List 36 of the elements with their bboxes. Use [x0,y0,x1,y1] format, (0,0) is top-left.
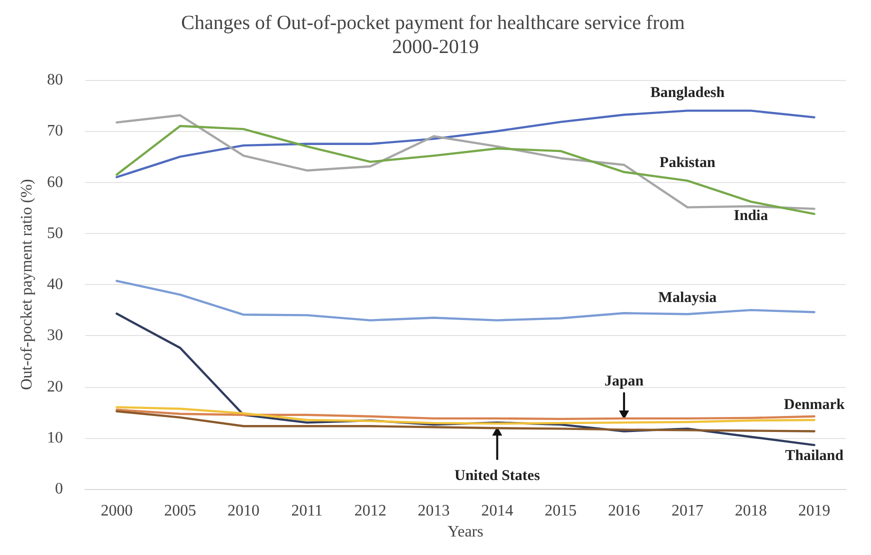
x-tick-label: 2018 [734,502,767,520]
y-tick-label: 0 [55,480,63,498]
x-tick-label: 2000 [100,502,133,520]
text: United States [454,468,540,484]
line-series [116,280,816,322]
x-tick-label: 2017 [671,502,704,520]
y-tick-label: 10 [47,429,63,446]
x-tick-label: 2012 [354,502,386,520]
x-tick-label: 2015 [544,502,577,520]
x-tick-label: 2013 [418,502,450,520]
y-tick-label: 50 [47,224,63,242]
y-tick-label: 40 [47,276,63,293]
series-label: Malaysia [658,290,718,306]
x-tick-label: 2011 [291,502,323,520]
x-tick-label: 2014 [481,502,514,520]
line-series [116,110,816,178]
y-tick-label: 30 [47,327,63,344]
y-tick-label: 70 [47,122,63,140]
x-tick-label: 2016 [608,502,640,520]
line-series [116,408,816,420]
y-axis-title: Out-of-pocket payment ratio (%) [18,178,36,390]
chart-title: Changes of Out-of-pocket payment for healthcare service from 2000-2019 [181,12,690,58]
y-tick-label: 60 [47,174,63,191]
x-axis-title: Years [448,523,484,540]
y-tick-label: 20 [47,378,63,396]
x-tick-label: 2019 [798,502,830,520]
series-label: Denmark [784,397,846,414]
x-tick-label: 2010 [228,502,260,520]
series-label: India [734,208,768,224]
text: Japan [604,374,644,390]
x-tick-label: 2005 [164,502,196,520]
series-label: Thailand [785,448,844,464]
line-series [116,114,816,210]
series-label: Pakistan [660,154,716,171]
series-label: Bangladesh [650,84,726,101]
y-tick-label: 80 [47,72,63,88]
